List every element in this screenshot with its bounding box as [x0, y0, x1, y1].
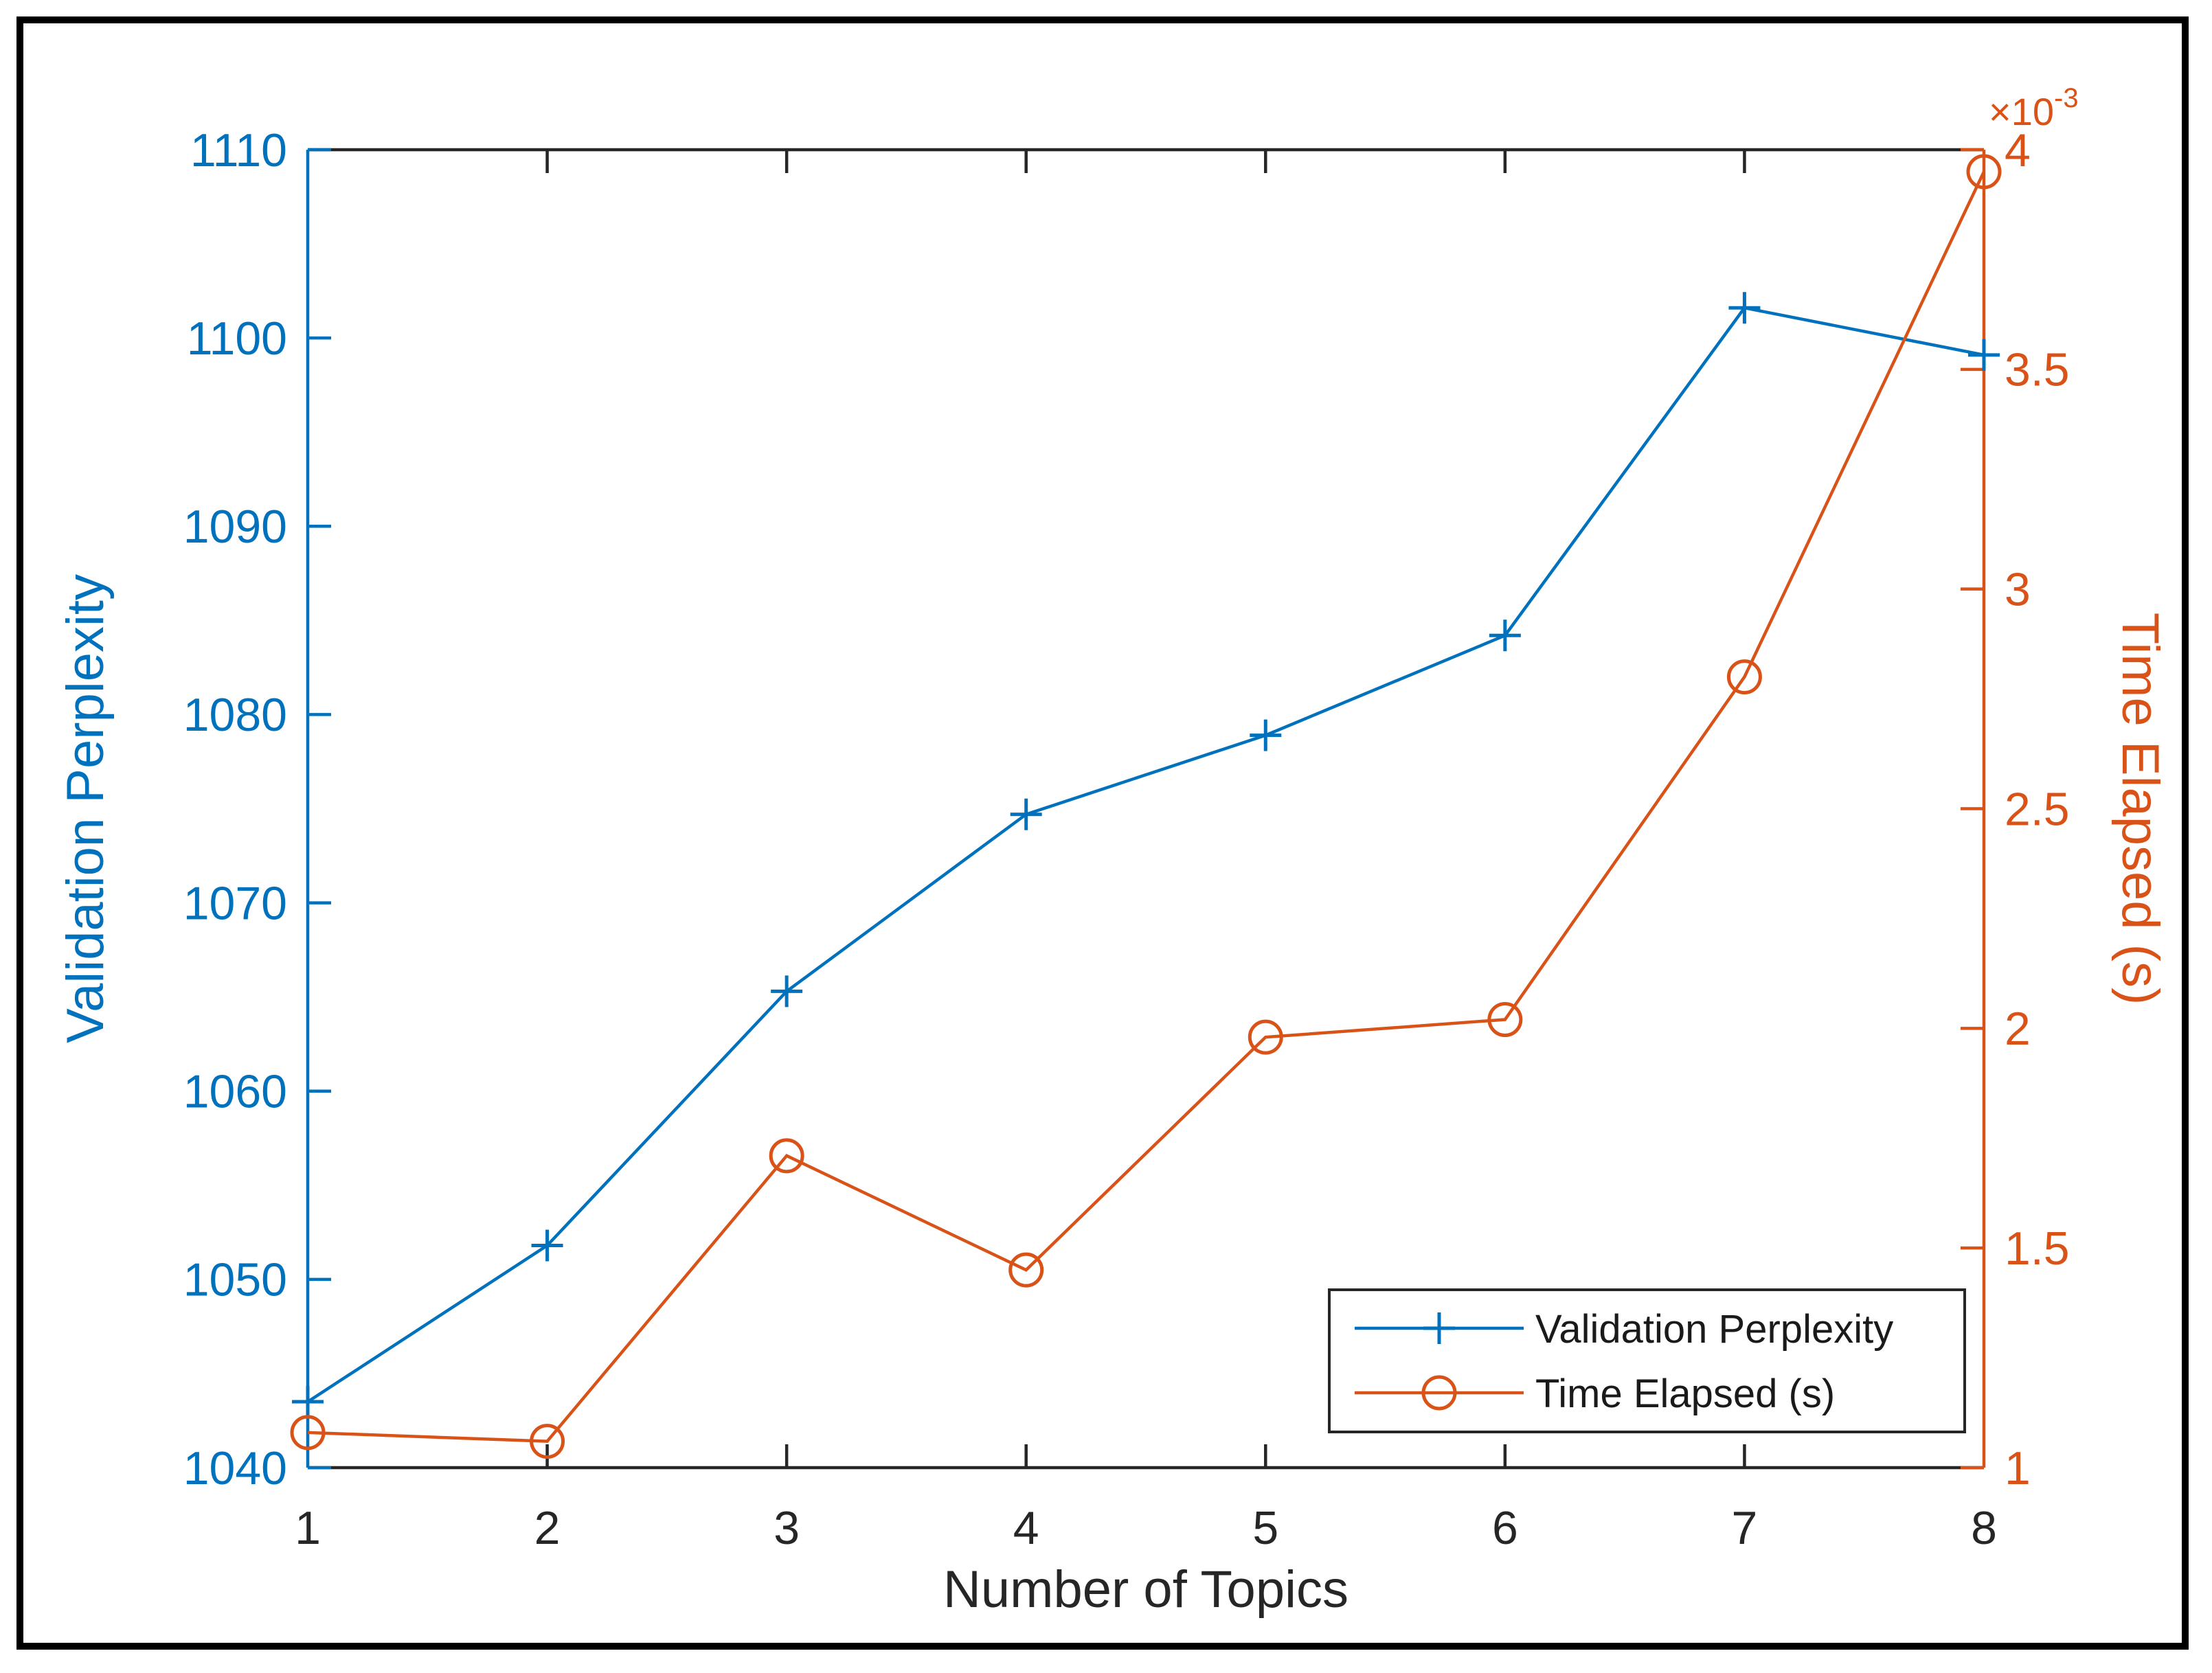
- right-tick-label: 1: [2005, 1442, 2031, 1494]
- x-tick-label: 6: [1492, 1502, 1518, 1554]
- left-tick-label: 1070: [183, 877, 287, 929]
- x-tick-label: 3: [774, 1502, 800, 1554]
- figure-frame: [16, 16, 2189, 1650]
- legend-label: Validation Perplexity: [1535, 1307, 1893, 1352]
- data-point-marker-circle: [530, 1424, 565, 1459]
- left-tick-label: 1060: [183, 1066, 287, 1118]
- right-tick-label: 3.5: [2005, 344, 2070, 396]
- right-axis-title: Time Elapsed (s): [2111, 613, 2169, 1005]
- data-point-marker-circle: [290, 1415, 326, 1450]
- left-tick-label: 1110: [190, 124, 287, 177]
- x-tick-label: 4: [1013, 1502, 1039, 1554]
- x-tick-label: 8: [1971, 1502, 1997, 1554]
- x-tick-label: 7: [1732, 1502, 1758, 1554]
- right-tick-label: 1.5: [2005, 1222, 2070, 1275]
- data-point-marker-circle: [1726, 659, 1762, 695]
- x-tick-label: 2: [534, 1502, 561, 1554]
- right-tick-label: 2: [2005, 1003, 2031, 1055]
- x-axis-title: Number of Topics: [943, 1560, 1348, 1619]
- left-tick-label: 1050: [183, 1254, 287, 1306]
- series-line-right: [307, 171, 1986, 1443]
- left-axis-title: Validation Perplexity: [56, 574, 115, 1043]
- data-point-marker-circle: [1008, 1252, 1044, 1288]
- legend-marker-circle: [1421, 1375, 1457, 1411]
- left-tick-label: 1040: [183, 1442, 287, 1494]
- data-point-marker-circle: [1487, 1002, 1523, 1038]
- legend-label: Time Elapsed (s): [1535, 1372, 1835, 1416]
- data-point-marker-circle: [769, 1138, 804, 1174]
- data-point-marker-circle: [1248, 1019, 1283, 1055]
- left-tick-label: 1080: [183, 689, 287, 741]
- x-tick-label: 5: [1252, 1502, 1278, 1554]
- right-tick-label: 3: [2005, 563, 2031, 615]
- data-point-marker-circle: [1966, 154, 2002, 190]
- x-tick-label: 1: [295, 1502, 321, 1554]
- right-tick-label: 2.5: [2005, 783, 2070, 835]
- left-tick-label: 1090: [183, 501, 287, 553]
- series-line-left: [306, 306, 1985, 1403]
- right-tick-label: 4: [2005, 124, 2031, 177]
- left-tick-label: 1100: [187, 312, 287, 365]
